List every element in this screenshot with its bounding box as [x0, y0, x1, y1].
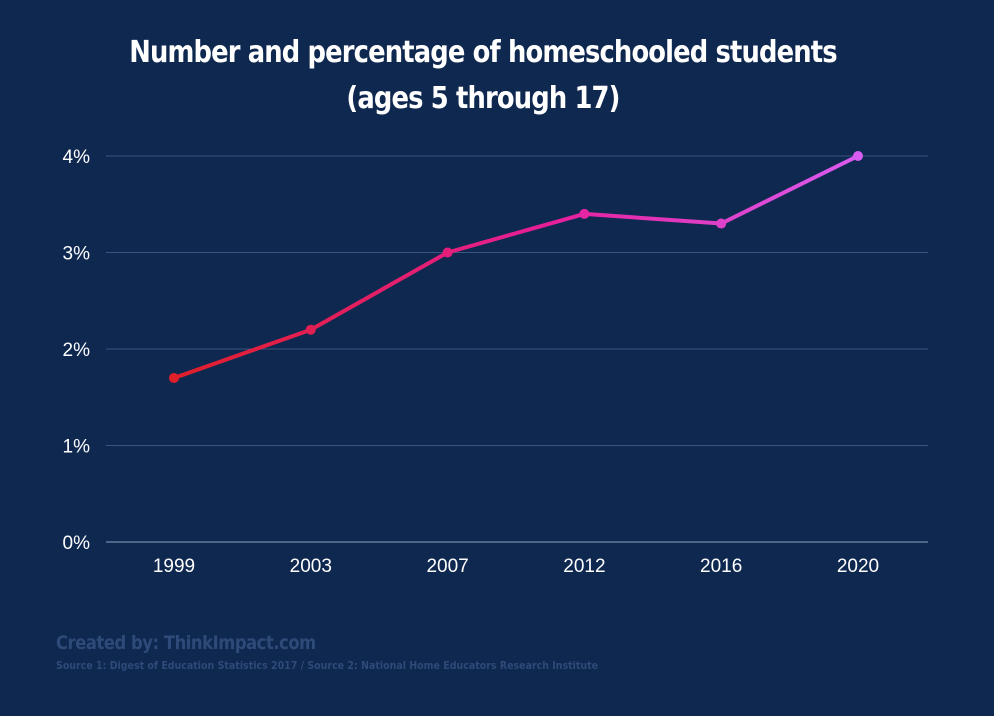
data-point-2007	[442, 247, 453, 258]
grid-lines	[106, 155, 928, 543]
y-tick-label: 2%	[63, 340, 91, 361]
series-line	[172, 154, 860, 380]
footer-source: Source 1: Digest of Education Statistics…	[56, 659, 599, 672]
y-tick-label: 1%	[63, 437, 91, 458]
x-tick-label: 2007	[426, 556, 468, 577]
data-point-2020	[853, 151, 863, 161]
x-axis-tick-labels: 1999 2003 2007 2012 2016 2020	[153, 556, 879, 577]
footer-credit: Created by: ThinkImpact.com	[56, 632, 316, 654]
x-tick-label: 1999	[153, 556, 195, 577]
data-point-2012	[579, 208, 590, 219]
data-point-1999	[169, 372, 179, 383]
x-tick-label: 2020	[837, 556, 879, 577]
x-tick-label: 2016	[700, 556, 742, 577]
data-series	[169, 151, 863, 383]
y-axis-tick-labels: 0% 1% 2% 3% 4%	[63, 147, 91, 554]
chart-title-line-1: Number and percentage of homeschooled st…	[129, 35, 837, 70]
x-tick-label: 2012	[563, 556, 605, 577]
chart-title: Number and percentage of homeschooled st…	[68, 30, 899, 122]
y-tick-label: 0%	[63, 533, 91, 554]
data-point-2003	[305, 324, 316, 335]
x-tick-label: 2003	[290, 556, 332, 577]
y-tick-label: 3%	[63, 244, 91, 265]
chart-title-line-2: (ages 5 through 17)	[346, 81, 620, 116]
y-tick-label: 4%	[63, 147, 91, 168]
data-point-2016	[716, 218, 727, 229]
